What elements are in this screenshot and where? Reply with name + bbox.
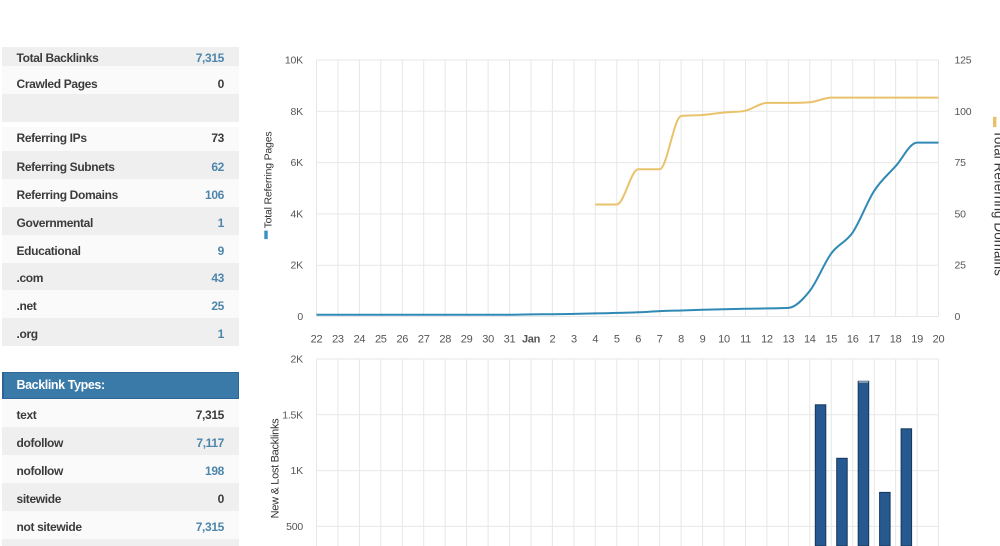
svg-text:9: 9: [700, 334, 706, 346]
svg-text:20: 20: [933, 334, 945, 346]
svg-text:26: 26: [396, 334, 408, 346]
svg-text:1K: 1K: [291, 465, 304, 477]
svg-text:8K: 8K: [291, 106, 304, 118]
svg-text:14: 14: [804, 334, 816, 346]
svg-text:18: 18: [890, 334, 902, 346]
svg-text:28: 28: [439, 334, 451, 346]
svg-text:0: 0: [297, 311, 303, 323]
svg-text:15: 15: [825, 334, 837, 346]
svg-text:16: 16: [847, 334, 859, 346]
svg-text:27: 27: [418, 334, 430, 346]
svg-text:Total Referring Pages: Total Referring Pages: [262, 132, 274, 229]
svg-text:75: 75: [955, 157, 967, 169]
svg-text:50: 50: [955, 208, 967, 220]
svg-text:24: 24: [354, 334, 366, 346]
svg-text:Jan: Jan: [522, 334, 541, 346]
svg-text:0: 0: [955, 311, 961, 323]
svg-text:8: 8: [678, 334, 684, 346]
svg-text:1.5K: 1.5K: [282, 409, 303, 421]
svg-text:4K: 4K: [291, 208, 304, 220]
svg-text:3: 3: [571, 334, 577, 346]
svg-text:30: 30: [482, 334, 494, 346]
svg-text:25: 25: [375, 334, 387, 346]
svg-text:10: 10: [718, 334, 730, 346]
svg-text:22: 22: [311, 334, 323, 346]
svg-text:29: 29: [461, 334, 473, 346]
svg-text:500: 500: [286, 521, 303, 533]
svg-text:New & Lost Backlinks: New & Lost Backlinks: [269, 418, 281, 519]
svg-text:2: 2: [549, 334, 555, 346]
svg-text:Total Referring Domains: Total Referring Domains: [992, 130, 1000, 276]
svg-text:11: 11: [740, 334, 751, 346]
svg-text:2K: 2K: [291, 354, 304, 366]
svg-text:12: 12: [761, 334, 773, 346]
svg-text:100: 100: [955, 106, 972, 118]
svg-text:125: 125: [955, 55, 972, 67]
svg-text:25: 25: [955, 260, 967, 272]
svg-text:10K: 10K: [285, 55, 303, 67]
svg-text:17: 17: [868, 334, 880, 346]
svg-text:31: 31: [504, 334, 516, 346]
svg-text:19: 19: [911, 334, 923, 346]
svg-text:7: 7: [657, 334, 663, 346]
svg-text:6K: 6K: [291, 157, 304, 169]
svg-text:6: 6: [635, 334, 641, 346]
svg-text:4: 4: [592, 334, 598, 346]
svg-text:2K: 2K: [291, 260, 304, 272]
svg-text:23: 23: [332, 334, 344, 346]
svg-text:5: 5: [614, 334, 620, 346]
svg-text:13: 13: [783, 334, 795, 346]
